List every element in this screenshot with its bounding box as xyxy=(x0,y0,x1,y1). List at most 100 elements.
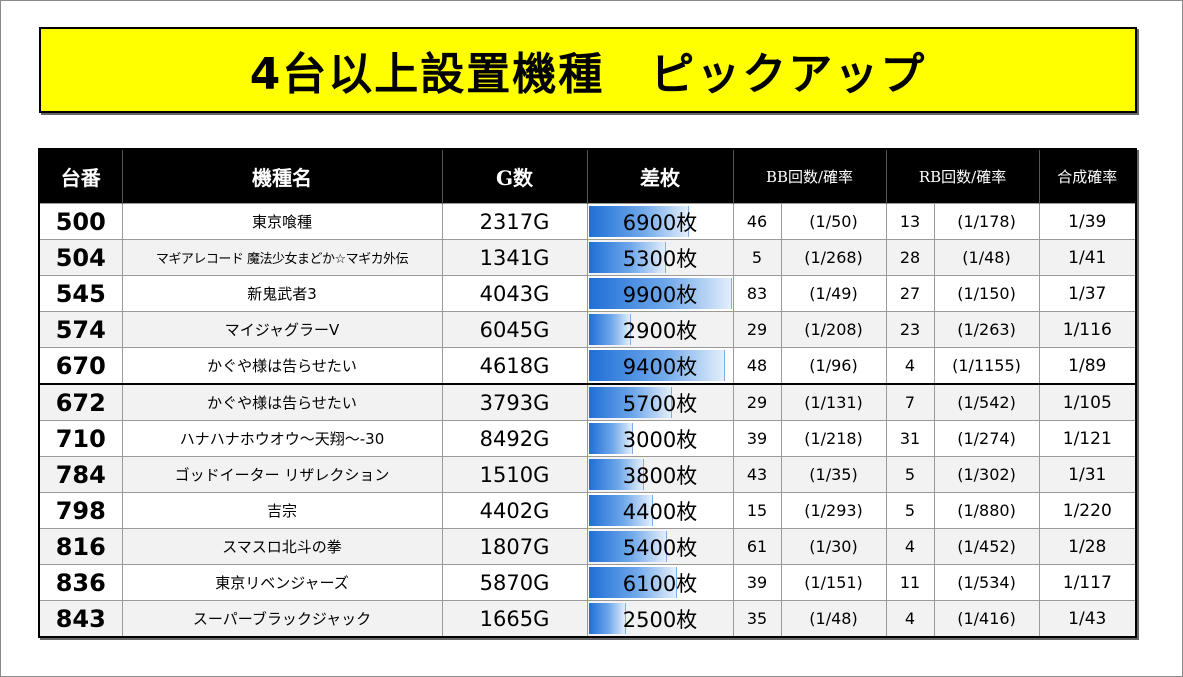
combined-rate: 1/121 xyxy=(1038,420,1137,457)
coin-difference: 6100枚 xyxy=(622,571,698,596)
machine-number: 574 xyxy=(38,311,123,348)
rb-count: 4 xyxy=(885,528,935,565)
rb-count: 5 xyxy=(885,492,935,529)
rb-rate: (1/302) xyxy=(933,456,1040,493)
coin-difference: 4400枚 xyxy=(622,499,698,524)
machine-number: 836 xyxy=(38,564,123,601)
game-count: 1341G xyxy=(441,239,588,276)
table-row: 670 かぐや様は告らせたい 4618G 9400枚 48 (1/96) 4 (… xyxy=(38,347,1137,385)
machine-name: スマスロ北斗の拳 xyxy=(121,528,443,565)
coin-difference-cell: 2500枚 xyxy=(586,600,734,638)
header-total: 合成確率 xyxy=(1038,149,1137,204)
machine-number: 798 xyxy=(38,492,123,529)
machine-number: 816 xyxy=(38,528,123,565)
bb-count: 83 xyxy=(732,275,782,312)
header-no: 台番 xyxy=(38,149,122,204)
table-row: 574 マイジャグラーV 6045G 2900枚 29 (1/208) 23 (… xyxy=(38,311,1137,348)
table-body: 500 東京喰種 2317G 6900枚 46 (1/50) 13 (1/178… xyxy=(38,203,1137,638)
coin-difference-cell: 6100枚 xyxy=(586,564,734,601)
bb-count: 39 xyxy=(732,564,782,601)
coin-difference-bar xyxy=(588,206,689,237)
bb-count: 61 xyxy=(732,528,782,565)
machine-number: 670 xyxy=(38,347,123,385)
header-row: 台番 機種名 G数 差枚 BB回数/確率 RB回数/確率 合成確率 xyxy=(38,149,1137,204)
coin-difference-bar xyxy=(588,531,668,562)
coin-difference: 5400枚 xyxy=(622,535,698,560)
bb-rate: (1/30) xyxy=(780,528,887,565)
machine-name: マギアレコード 魔法少女まどか☆マギカ外伝 xyxy=(121,239,443,276)
machine-number: 784 xyxy=(38,456,123,493)
machine-number: 672 xyxy=(38,383,123,421)
rb-count: 4 xyxy=(885,600,935,638)
combined-rate: 1/116 xyxy=(1038,311,1137,348)
game-count: 6045G xyxy=(441,311,588,348)
coin-difference: 3800枚 xyxy=(622,463,698,488)
coin-difference-bar xyxy=(588,314,632,345)
machine-name: かぐや様は告らせたい xyxy=(121,347,443,385)
coin-difference-cell: 5300枚 xyxy=(586,239,734,276)
table-row: 784 ゴッドイーター リザレクション 1510G 3800枚 43 (1/35… xyxy=(38,456,1137,493)
rb-rate: (1/150) xyxy=(933,275,1040,312)
bb-count: 35 xyxy=(732,600,782,638)
coin-difference: 6900枚 xyxy=(622,210,698,235)
table-row: 504 マギアレコード 魔法少女まどか☆マギカ外伝 1341G 5300枚 5 … xyxy=(38,239,1137,276)
combined-rate: 1/105 xyxy=(1038,383,1137,421)
combined-rate: 1/220 xyxy=(1038,492,1137,529)
bb-count: 29 xyxy=(732,383,782,421)
bb-rate: (1/151) xyxy=(780,564,887,601)
combined-rate: 1/37 xyxy=(1038,275,1137,312)
table-row: 710 ハナハナホウオウ～天翔～-30 8492G 3000枚 39 (1/21… xyxy=(38,420,1137,457)
combined-rate: 1/43 xyxy=(1038,600,1137,638)
rb-rate: (1/452) xyxy=(933,528,1040,565)
coin-difference: 3000枚 xyxy=(622,427,698,452)
bb-rate: (1/131) xyxy=(780,383,887,421)
coin-difference-cell: 9900枚 xyxy=(586,275,734,312)
coin-difference-cell: 6900枚 xyxy=(586,203,734,240)
header-bb: BB回数/確率 xyxy=(732,149,887,204)
game-count: 1665G xyxy=(441,600,588,638)
coin-difference-bar xyxy=(588,278,732,309)
machine-name: かぐや様は告らせたい xyxy=(121,383,443,421)
bb-count: 43 xyxy=(732,456,782,493)
combined-rate: 1/39 xyxy=(1038,203,1137,240)
rb-count: 28 xyxy=(885,239,935,276)
game-count: 2317G xyxy=(441,203,588,240)
coin-difference: 5300枚 xyxy=(622,246,698,271)
rb-rate: (1/534) xyxy=(933,564,1040,601)
table-row: 843 スーパーブラックジャック 1665G 2500枚 35 (1/48) 4… xyxy=(38,600,1137,638)
coin-difference-bar xyxy=(588,350,725,381)
rb-rate: (1/416) xyxy=(933,600,1040,638)
rb-rate: (1/274) xyxy=(933,420,1040,457)
bb-rate: (1/50) xyxy=(780,203,887,240)
bb-rate: (1/218) xyxy=(780,420,887,457)
coin-difference-bar xyxy=(588,387,672,418)
bb-count: 29 xyxy=(732,311,782,348)
machine-name: 新鬼武者3 xyxy=(121,275,443,312)
combined-rate: 1/41 xyxy=(1038,239,1137,276)
coin-difference-cell: 5700枚 xyxy=(586,383,734,421)
bb-count: 48 xyxy=(732,347,782,385)
game-count: 4402G xyxy=(441,492,588,529)
machine-name: 東京喰種 xyxy=(121,203,443,240)
bb-rate: (1/293) xyxy=(780,492,887,529)
header-rb: RB回数/確率 xyxy=(885,149,1040,204)
table-row: 836 東京リベンジャーズ 5870G 6100枚 39 (1/151) 11 … xyxy=(38,564,1137,601)
table-row: 500 東京喰種 2317G 6900枚 46 (1/50) 13 (1/178… xyxy=(38,203,1137,240)
rb-count: 7 xyxy=(885,383,935,421)
machine-number: 545 xyxy=(38,275,123,312)
machine-name: マイジャグラーV xyxy=(121,311,443,348)
rb-rate: (1/1155) xyxy=(933,347,1040,385)
combined-rate: 1/89 xyxy=(1038,347,1137,385)
coin-difference: 2500枚 xyxy=(622,607,698,632)
bb-count: 15 xyxy=(732,492,782,529)
page-title: 4台以上設置機種 ピックアップ xyxy=(39,27,1137,113)
coin-difference-cell: 3800枚 xyxy=(586,456,734,493)
header-name: 機種名 xyxy=(121,149,442,204)
bb-rate: (1/208) xyxy=(780,311,887,348)
rb-rate: (1/880) xyxy=(933,492,1040,529)
coin-difference-cell: 4400枚 xyxy=(586,492,734,529)
game-count: 4618G xyxy=(441,347,588,385)
bb-rate: (1/268) xyxy=(780,239,887,276)
header-games: G数 xyxy=(441,149,587,204)
rb-count: 13 xyxy=(885,203,935,240)
